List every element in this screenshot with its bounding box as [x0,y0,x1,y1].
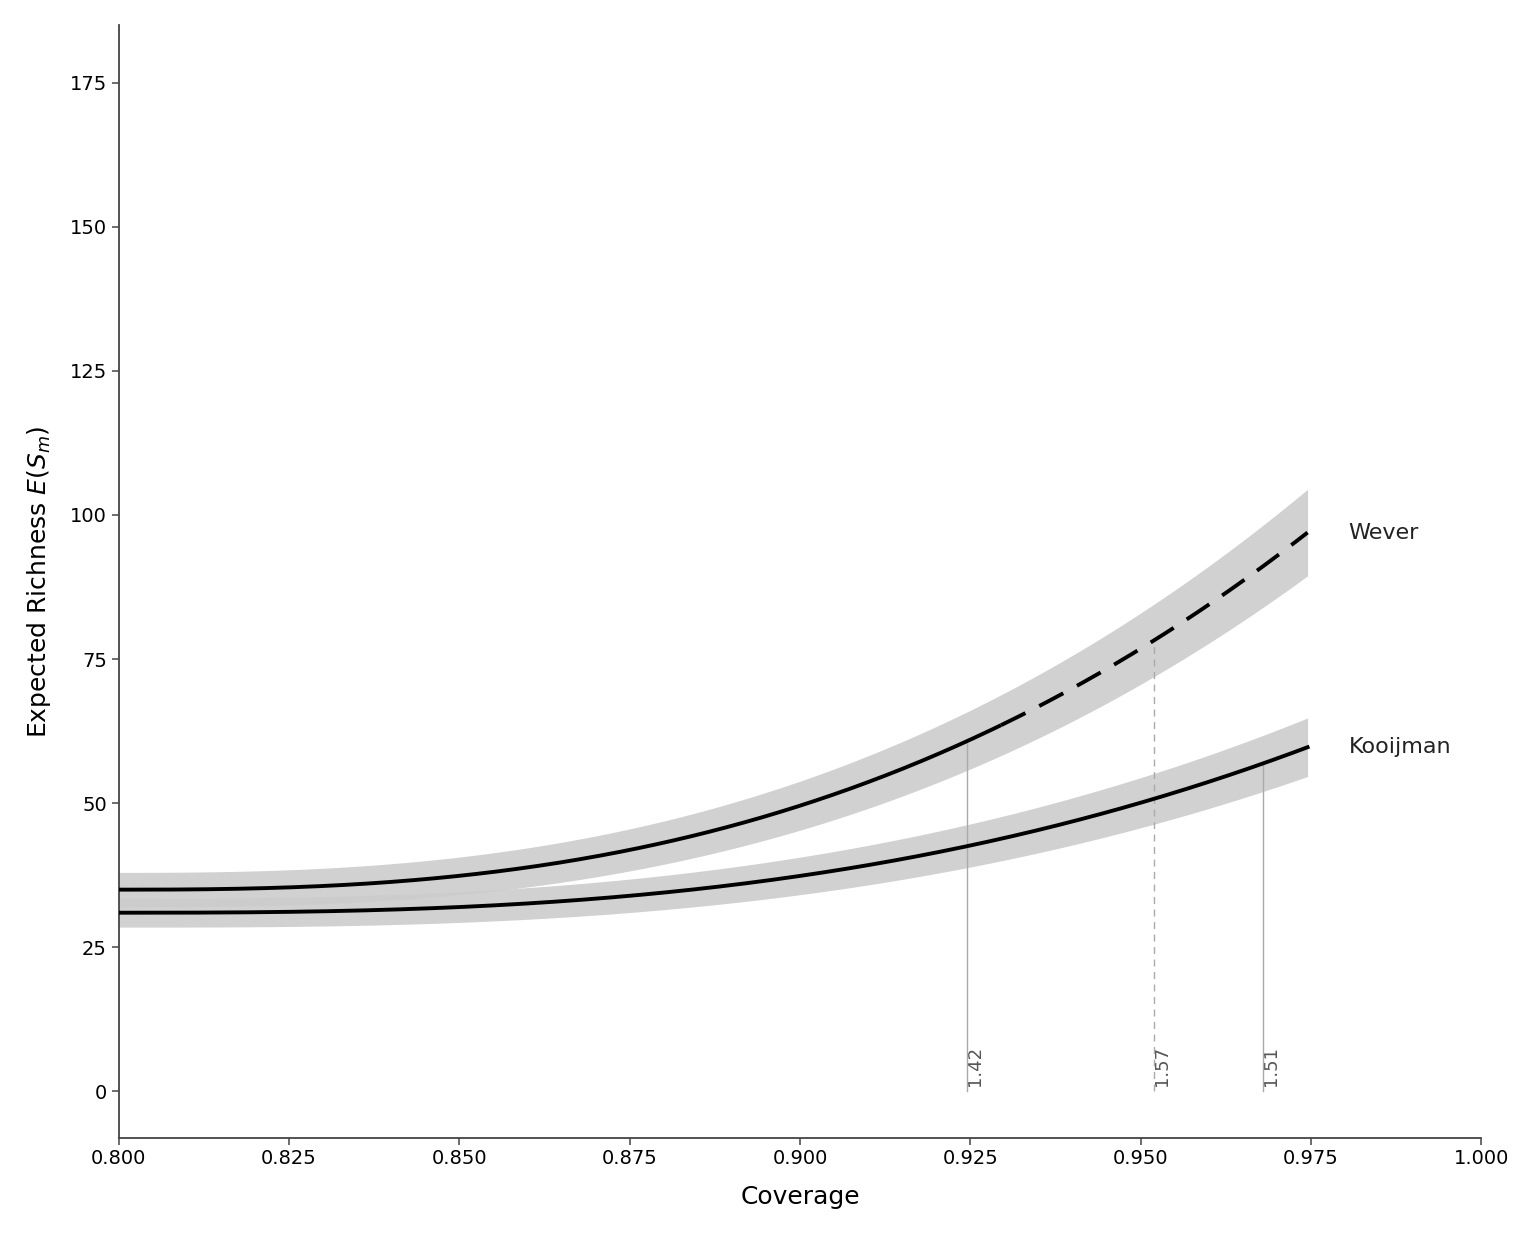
Text: 1.57: 1.57 [1154,1045,1172,1086]
Text: Kooijman: Kooijman [1348,737,1451,758]
Text: 1.42: 1.42 [966,1045,985,1086]
Y-axis label: Expected Richness $E(S_m)$: Expected Richness $E(S_m)$ [25,424,54,738]
Text: Wever: Wever [1348,522,1419,543]
X-axis label: Coverage: Coverage [741,1185,861,1209]
Text: 1.51: 1.51 [1262,1045,1281,1086]
